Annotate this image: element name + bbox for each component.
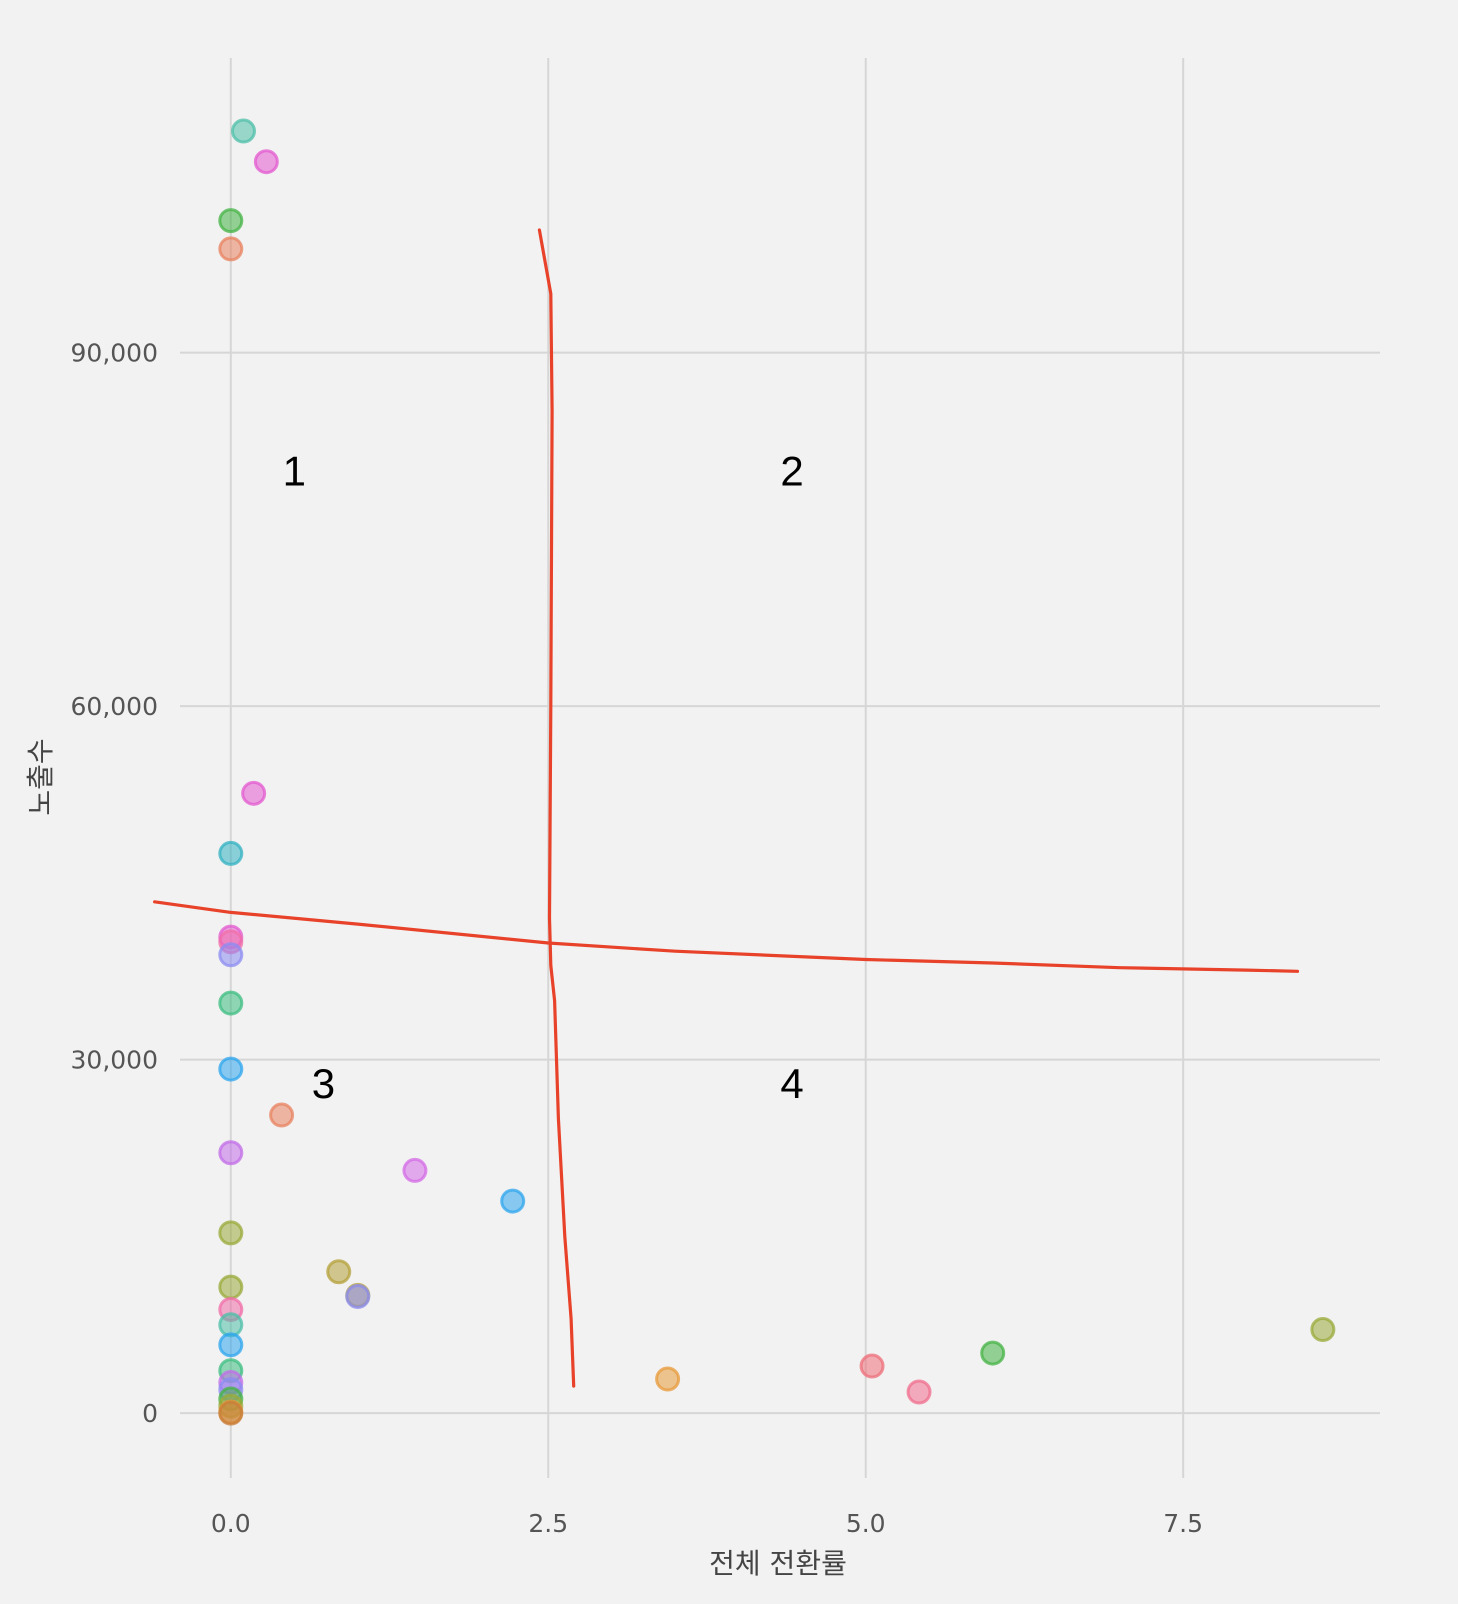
vertical-divider-line <box>537 228 576 1388</box>
data-point <box>326 1259 352 1285</box>
data-point <box>906 1379 932 1405</box>
data-point <box>218 1140 244 1166</box>
x-axis-ticks: 0.0 2.5 5.0 7.5 <box>211 1509 1203 1538</box>
data-point <box>269 1102 295 1128</box>
data-point <box>859 1353 885 1379</box>
gridlines <box>180 58 1380 1478</box>
quadrant-label: 4 <box>780 1060 803 1107</box>
x-tick-label: 5.0 <box>846 1509 886 1538</box>
x-axis-title: 전체 전환률 <box>709 1547 847 1580</box>
data-point <box>218 1332 244 1358</box>
data-point <box>218 236 244 262</box>
x-tick-label: 2.5 <box>528 1509 568 1538</box>
data-point <box>241 780 267 806</box>
horizontal-divider-line <box>153 900 1300 973</box>
quadrant-label: 2 <box>780 447 803 494</box>
data-point <box>655 1366 681 1392</box>
y-axis-ticks: 0 30,000 60,000 90,000 <box>71 339 158 1429</box>
data-point <box>402 1157 428 1183</box>
y-tick-label: 0 <box>142 1399 158 1428</box>
data-point <box>218 942 244 968</box>
annotations: 1 2 3 4 <box>153 228 1300 1388</box>
data-point <box>218 1274 244 1300</box>
data-points <box>218 118 1336 1426</box>
y-tick-label: 60,000 <box>71 692 158 721</box>
data-point <box>230 118 256 144</box>
y-tick-label: 90,000 <box>71 339 158 368</box>
data-point <box>1310 1317 1336 1343</box>
data-point <box>253 149 279 175</box>
data-point <box>980 1340 1006 1366</box>
y-tick-label: 30,000 <box>71 1046 158 1075</box>
quadrant-label: 3 <box>312 1060 335 1107</box>
data-point <box>218 1056 244 1082</box>
y-axis-title: 노출수 <box>24 738 57 815</box>
data-point <box>500 1188 526 1214</box>
data-point <box>218 1220 244 1246</box>
x-tick-label: 7.5 <box>1163 1509 1203 1538</box>
data-point <box>345 1284 371 1310</box>
quadrant-label: 1 <box>283 447 306 494</box>
data-point <box>218 1400 244 1426</box>
data-point <box>218 990 244 1016</box>
data-point <box>218 840 244 866</box>
x-tick-label: 0.0 <box>211 1509 251 1538</box>
data-point <box>218 208 244 234</box>
